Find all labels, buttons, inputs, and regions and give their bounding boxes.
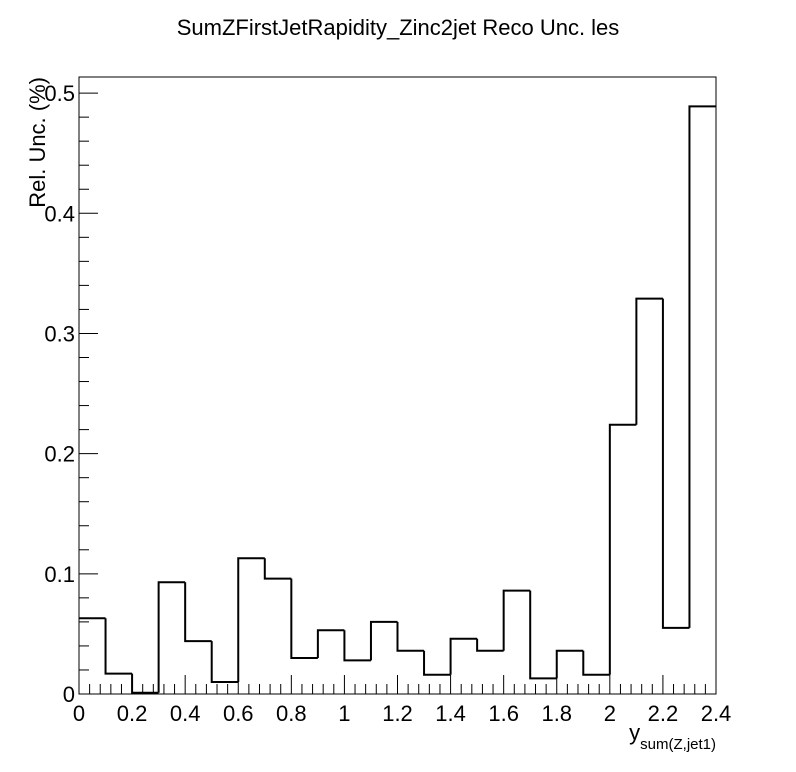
x-tick-label: 0.8 (276, 701, 307, 726)
x-tick-label: 0.2 (117, 701, 148, 726)
y-tick-label: 0.2 (44, 442, 75, 467)
histogram-bin (635, 297, 663, 425)
histogram-bin (131, 673, 159, 694)
y-axis-tick-labels: 0 0.1 0.2 0.3 0.4 0.5 (44, 81, 75, 707)
x-axis-label: ysum(Z,jet1) (629, 720, 716, 753)
x-tick-label: 0 (73, 701, 85, 726)
y-axis-ticks (79, 92, 98, 695)
histogram-bin (369, 620, 398, 661)
histogram-bin (237, 557, 265, 682)
y-axis-label: Rel. Unc. (%) (25, 77, 50, 208)
y-tick-label: 0.4 (44, 201, 75, 226)
histogram-bin (184, 582, 212, 643)
histogram-bin (423, 650, 451, 676)
x-tick-label: 2.4 (701, 701, 732, 726)
y-tick-label: 0.5 (44, 81, 75, 106)
histogram-bin (290, 578, 318, 659)
x-tick-label: 2 (604, 701, 616, 726)
x-axis-ticks (78, 675, 717, 694)
histogram-bin (104, 618, 133, 675)
x-tick-label: 2.2 (648, 701, 679, 726)
x-axis-label-subscript: sum(Z,jet1) (640, 736, 716, 753)
plot-frame (78, 76, 717, 695)
histogram-bin (157, 581, 186, 693)
histogram-bin (316, 629, 345, 658)
histogram-bin (343, 630, 371, 662)
x-axis-label-main: y (629, 720, 640, 745)
x-axis-tick-labels: 0 0.2 0.4 0.6 0.8 1 1.2 1.4 1.6 1.8 2 2.2 2.4 (73, 701, 731, 726)
x-tick-label: 1 (338, 701, 350, 726)
x-tick-label: 0.4 (170, 701, 201, 726)
x-tick-label: 1.2 (382, 701, 413, 726)
histogram-bin (210, 641, 239, 683)
histogram-bin (555, 649, 584, 679)
chart-title: SumZFirstJetRapidity_Zinc2jet Reco Unc. … (177, 15, 620, 40)
histogram-bin (263, 558, 292, 580)
y-tick-label: 0.1 (44, 562, 75, 587)
y-tick-label: 0 (63, 682, 75, 707)
histogram-bin (582, 650, 610, 676)
histogram-bin (476, 638, 504, 652)
histogram-bin (661, 298, 690, 629)
histogram-bin (396, 621, 425, 652)
histogram-bin (608, 423, 637, 675)
histogram-bin (449, 637, 478, 675)
histogram-bin (502, 589, 531, 651)
x-tick-label: 1.6 (488, 701, 519, 726)
x-tick-label: 0.6 (223, 701, 254, 726)
histogram-bins (79, 105, 716, 694)
x-tick-label: 1.4 (435, 701, 466, 726)
histogram-bin (529, 590, 557, 680)
histogram-bin (688, 105, 716, 628)
y-tick-label: 0.3 (44, 321, 75, 346)
x-tick-label: 1.8 (541, 701, 572, 726)
